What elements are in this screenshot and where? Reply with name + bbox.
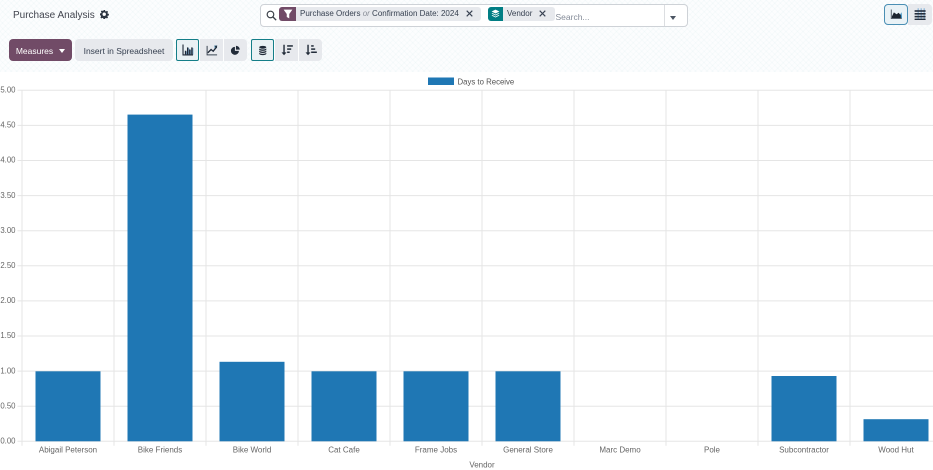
svg-text:Cat Cafe: Cat Cafe <box>328 446 360 455</box>
svg-text:Days to Receive: Days to Receive <box>458 77 515 86</box>
svg-text:General Store: General Store <box>503 446 553 455</box>
svg-text:0.50: 0.50 <box>0 401 16 410</box>
svg-text:3.50: 3.50 <box>0 191 16 200</box>
svg-text:Subcontractor: Subcontractor <box>779 446 829 455</box>
svg-text:Vendor: Vendor <box>469 461 495 470</box>
svg-text:1.00: 1.00 <box>0 366 16 375</box>
svg-text:Bike World: Bike World <box>233 446 272 455</box>
svg-text:Pole: Pole <box>704 446 721 455</box>
svg-text:4.00: 4.00 <box>0 156 16 165</box>
svg-text:Frame Jobs: Frame Jobs <box>415 446 457 455</box>
svg-text:Abigail Peterson: Abigail Peterson <box>39 446 97 455</box>
svg-text:0.00: 0.00 <box>0 437 16 446</box>
svg-text:1.50: 1.50 <box>0 331 16 340</box>
svg-text:3.00: 3.00 <box>0 226 16 235</box>
svg-text:2.00: 2.00 <box>0 296 16 305</box>
svg-text:Bike Friends: Bike Friends <box>138 446 182 455</box>
svg-text:5.00: 5.00 <box>0 86 16 95</box>
svg-text:Marc Demo: Marc Demo <box>599 446 641 455</box>
svg-text:4.50: 4.50 <box>0 121 16 130</box>
svg-text:Wood Hut: Wood Hut <box>878 446 914 455</box>
svg-text:2.50: 2.50 <box>0 261 16 270</box>
